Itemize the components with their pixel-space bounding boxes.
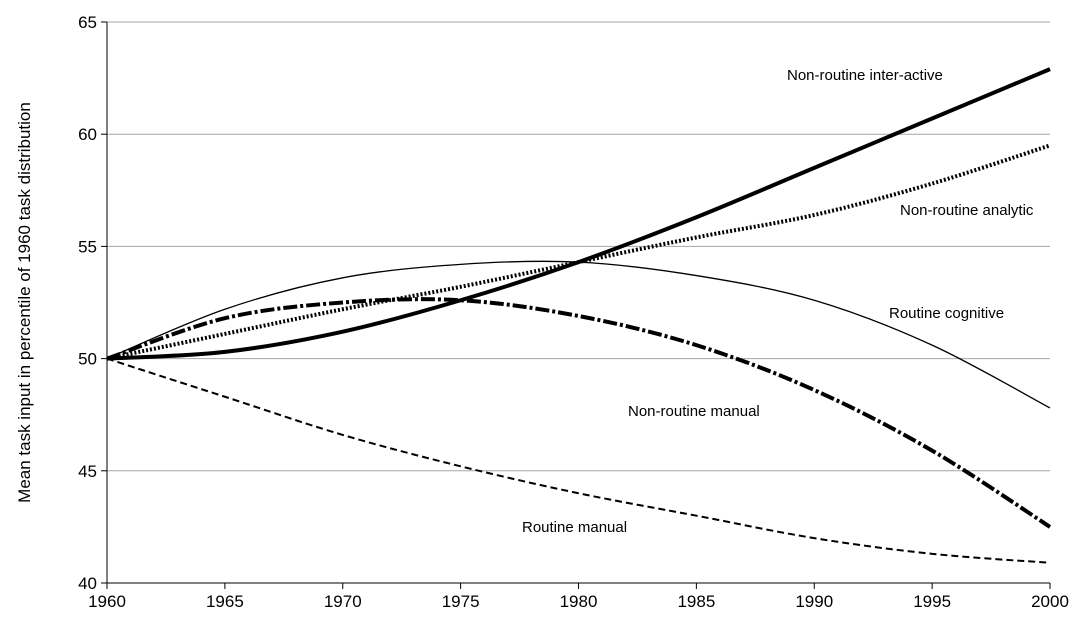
x-axis-ticks: 1960 1965 1970 1975 1980 1985 1990 1995 2000 xyxy=(88,583,1069,611)
x-tick-label: 1960 xyxy=(88,592,126,611)
series-labels: Non-routine inter-active Non-routine anal… xyxy=(522,67,1034,536)
x-tick-label: 1970 xyxy=(324,592,362,611)
series-line-non-routine-manual xyxy=(106,297,1052,529)
series-lines xyxy=(106,67,1052,564)
series-label-routine-cognitive: Routine cognitive xyxy=(889,305,1004,322)
x-tick-label: 1995 xyxy=(913,592,951,611)
series-line-routine-manual xyxy=(106,357,1051,564)
series-label-non-routine-manual: Non-routine manual xyxy=(628,403,760,420)
series-label-non-routine-analytic: Non-routine analytic xyxy=(900,202,1034,219)
x-tick-label: 2000 xyxy=(1031,592,1069,611)
series-label-routine-manual: Routine manual xyxy=(522,519,627,536)
series-line-non-routine-analytic xyxy=(106,143,1051,361)
y-tick-label: 65 xyxy=(78,13,97,32)
y-tick-label: 55 xyxy=(78,237,97,256)
y-tick-label: 40 xyxy=(78,574,97,593)
x-tick-label: 1975 xyxy=(442,592,480,611)
series-label-non-routine-inter-active: Non-routine inter-active xyxy=(787,67,943,84)
x-tick-label: 1980 xyxy=(560,592,598,611)
axes xyxy=(106,22,1050,584)
x-tick-label: 1985 xyxy=(677,592,715,611)
y-axis-ticks: 40 45 50 55 60 65 xyxy=(78,13,107,593)
y-tick-label: 50 xyxy=(78,350,97,369)
y-axis-title: Mean task input in percentile of 1960 ta… xyxy=(15,102,34,503)
series-line-routine-cognitive xyxy=(106,260,1051,409)
y-tick-label: 60 xyxy=(78,125,97,144)
y-tick-label: 45 xyxy=(78,462,97,481)
x-tick-label: 1965 xyxy=(206,592,244,611)
x-tick-label: 1990 xyxy=(795,592,833,611)
